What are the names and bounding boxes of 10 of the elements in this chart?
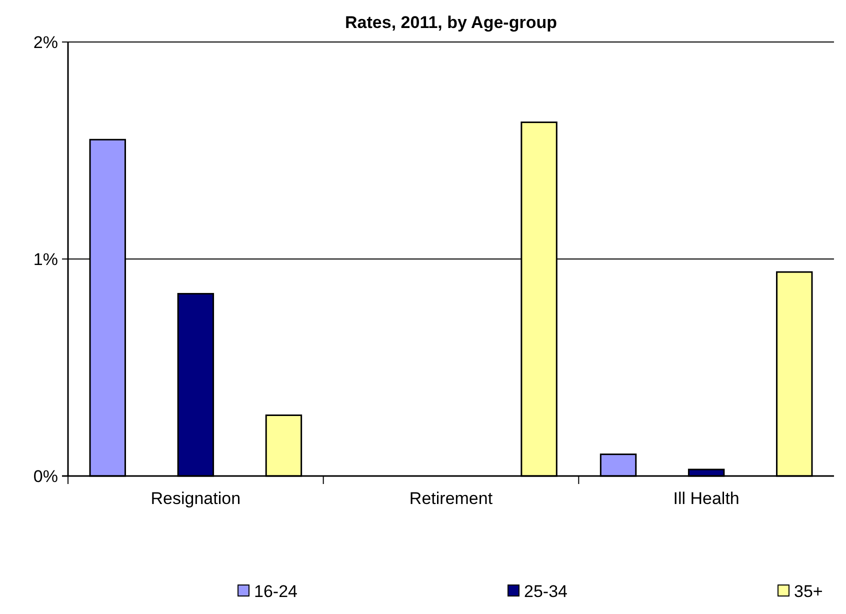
chart-title: Rates, 2011, by Age-group (345, 13, 557, 32)
x-tick-label: Resignation (150, 489, 241, 508)
legend-label: 25-34 (524, 582, 568, 601)
x-tick-label: Retirement (409, 489, 493, 508)
legend-label: 35+ (794, 582, 823, 601)
y-tick-label: 1% (33, 250, 58, 269)
y-tick-label: 0% (33, 466, 58, 486)
y-tick-label: 2% (33, 32, 58, 52)
x-tick-label: Ill Health (673, 489, 740, 508)
legend-label: 16-24 (254, 582, 298, 601)
